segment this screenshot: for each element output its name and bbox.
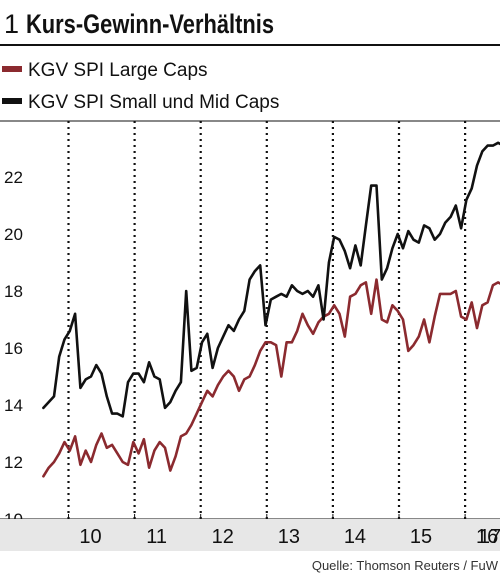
x-axis — [68, 514, 466, 519]
legend: KGV SPI Large Caps KGV SPI Small und Mid… — [2, 60, 279, 113]
x-tick-label-12: 12 — [212, 526, 234, 548]
x-tick-label-11: 11 — [146, 526, 167, 548]
x-tick-label-17: 17 — [479, 526, 500, 548]
y-tick-label-12: 12 — [4, 453, 23, 472]
y-tick-label-18: 18 — [4, 282, 23, 301]
series-line-large-caps — [42, 278, 500, 478]
y-tick-label-22: 22 — [4, 168, 23, 187]
chart-title: Kurs-Gewinn-Verhältnis — [26, 9, 274, 39]
legend-swatch-large-caps — [2, 66, 22, 72]
source-note: Quelle: Thomson Reuters / FuW — [312, 558, 499, 573]
x-tick-label-10: 10 — [79, 526, 101, 548]
legend-label-large-caps: KGV SPI Large Caps — [28, 60, 208, 81]
x-tick-label-16: 16 — [476, 526, 498, 548]
y-tick-label-14: 14 — [4, 396, 23, 415]
x-tick-label-13: 13 — [278, 526, 300, 548]
y-tick-label-16: 16 — [4, 339, 23, 358]
y-axis: 10121416182022 — [4, 168, 23, 529]
legend-swatch-small-mid-caps — [2, 98, 22, 104]
x-tick-label-15: 15 — [410, 526, 432, 548]
x-tick-label-14: 14 — [344, 526, 366, 548]
figure-number: 1 — [4, 9, 19, 39]
series-group — [42, 141, 500, 478]
x-axis-band — [0, 519, 500, 551]
series-line-small-mid-caps — [42, 141, 500, 418]
y-tick-label-20: 20 — [4, 225, 23, 244]
legend-label-small-mid-caps: KGV SPI Small und Mid Caps — [28, 92, 279, 113]
